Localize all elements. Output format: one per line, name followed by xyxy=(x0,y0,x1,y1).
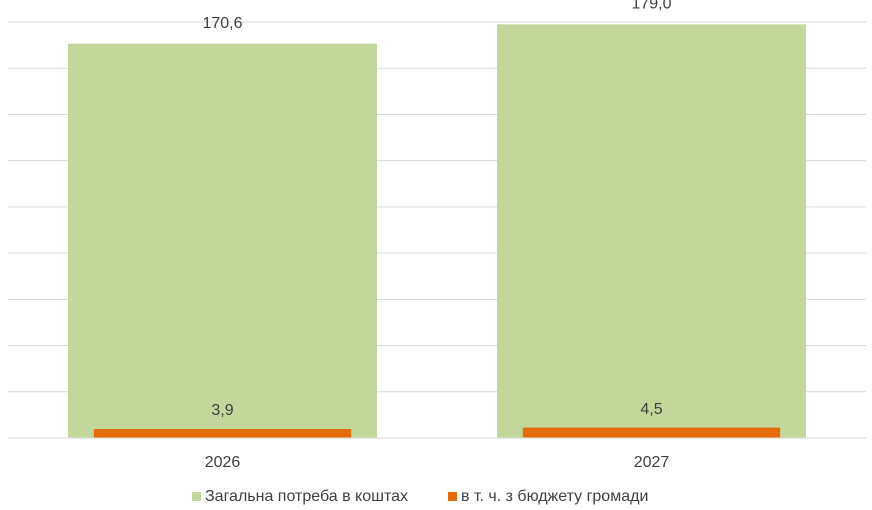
legend-label: Загальна потреба в коштах xyxy=(205,488,408,505)
legend-swatch xyxy=(448,492,457,501)
legend-label: в т. ч. з бюджету громади xyxy=(461,488,648,505)
bar xyxy=(93,428,352,438)
data-label: 4,5 xyxy=(640,401,662,418)
bar xyxy=(497,24,806,439)
data-label: 179,0 xyxy=(631,0,671,13)
legend-swatch xyxy=(192,492,201,501)
bar xyxy=(522,427,781,438)
bar xyxy=(68,43,377,438)
x-tick-label: 2026 xyxy=(205,454,241,471)
data-label: 170,6 xyxy=(202,15,242,32)
data-label: 3,9 xyxy=(211,402,233,419)
x-tick-label: 2027 xyxy=(634,454,670,471)
